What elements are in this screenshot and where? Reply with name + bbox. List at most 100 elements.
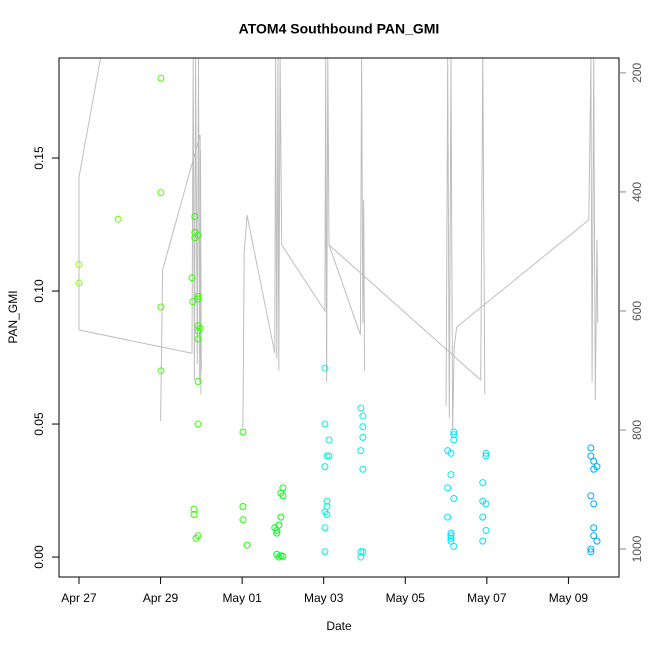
point — [590, 457, 598, 465]
point — [321, 420, 329, 428]
y2-tick-label: 600 — [630, 301, 644, 321]
y2-tick-label: 800 — [630, 420, 644, 440]
point — [359, 465, 367, 473]
x-tick-label: May 03 — [304, 591, 344, 605]
point — [323, 510, 331, 518]
point — [447, 471, 455, 479]
point — [357, 447, 365, 455]
point-layer — [75, 74, 601, 561]
point — [447, 532, 455, 540]
x-tick-label: Apr 27 — [61, 591, 97, 605]
y2-tick-label: 1000 — [630, 535, 644, 562]
point — [194, 532, 202, 540]
x-tick-label: May 05 — [386, 591, 426, 605]
chart-title: ATOM4 Southbound PAN_GMI — [239, 21, 440, 37]
point — [321, 524, 329, 532]
point — [593, 537, 601, 545]
x-tick-label: May 07 — [467, 591, 507, 605]
y-tick-label: 0.15 — [32, 146, 46, 170]
point — [75, 279, 83, 287]
point — [447, 529, 455, 537]
point — [450, 436, 458, 444]
line-layer — [78, 58, 599, 431]
point — [357, 404, 365, 412]
point — [359, 433, 367, 441]
point — [587, 492, 595, 500]
pressure-line — [78, 58, 599, 431]
point — [239, 428, 247, 436]
point — [75, 260, 83, 268]
point — [590, 500, 598, 508]
x-tick-label: Apr 29 — [143, 591, 179, 605]
point — [479, 537, 487, 545]
point — [359, 423, 367, 431]
point — [273, 529, 281, 537]
point — [593, 463, 601, 471]
point — [279, 484, 287, 492]
point — [587, 452, 595, 460]
y2-tick-label: 400 — [630, 182, 644, 202]
point — [188, 274, 196, 282]
point — [157, 367, 165, 375]
point — [321, 548, 329, 556]
point — [323, 452, 331, 460]
point — [194, 420, 202, 428]
point — [357, 548, 365, 556]
y-axis-title: PAN_GMI — [6, 290, 20, 343]
point — [190, 510, 198, 518]
point — [447, 449, 455, 457]
plot-frame — [58, 57, 620, 578]
point — [275, 553, 283, 561]
point — [194, 377, 202, 385]
point — [194, 335, 202, 343]
point — [194, 295, 202, 303]
point — [189, 298, 197, 306]
point — [157, 74, 165, 82]
point — [482, 449, 490, 457]
point — [325, 452, 333, 460]
point — [444, 513, 452, 521]
point — [325, 436, 333, 444]
y-tick-label: 0.05 — [32, 412, 46, 436]
x-axis-title: Date — [326, 619, 352, 633]
point — [194, 231, 202, 239]
point — [447, 537, 455, 545]
point — [450, 495, 458, 503]
point — [447, 534, 455, 542]
point — [587, 545, 595, 553]
point — [114, 215, 122, 223]
point — [277, 513, 285, 521]
point — [359, 412, 367, 420]
point — [191, 213, 199, 221]
point — [479, 479, 487, 487]
point — [239, 503, 247, 511]
y2-tick-label: 200 — [630, 63, 644, 83]
point — [196, 324, 204, 332]
point — [450, 542, 458, 550]
point — [359, 548, 367, 556]
point — [587, 444, 595, 452]
point — [482, 452, 490, 460]
x-tick-label: May 09 — [549, 591, 589, 605]
point — [157, 189, 165, 197]
point — [450, 431, 458, 439]
y-tick-label: 0.00 — [32, 545, 46, 569]
point — [482, 526, 490, 534]
point — [194, 292, 202, 300]
point — [321, 364, 329, 372]
point — [190, 505, 198, 513]
point — [479, 497, 487, 505]
point — [239, 516, 247, 524]
point — [275, 521, 283, 529]
point — [323, 497, 331, 505]
point — [321, 463, 329, 471]
point — [279, 552, 287, 560]
point — [444, 484, 452, 492]
point — [590, 532, 598, 540]
point — [590, 524, 598, 532]
y-tick-label: 0.10 — [32, 279, 46, 303]
point — [450, 428, 458, 436]
x-tick-label: May 01 — [222, 591, 262, 605]
point — [279, 492, 287, 500]
